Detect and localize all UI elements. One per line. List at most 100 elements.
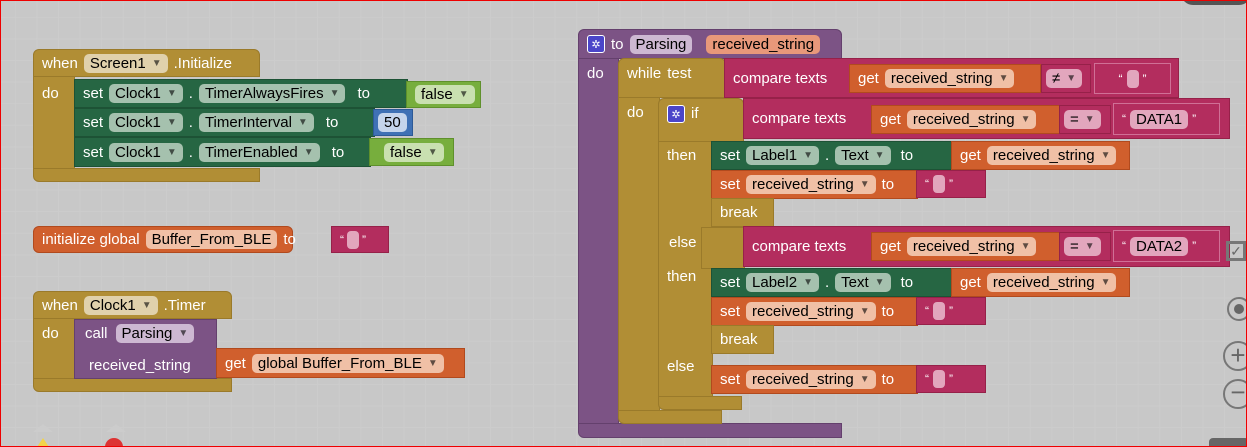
- operator-slot: = ▼: [1059, 105, 1111, 134]
- chevron-down-icon: ▼: [1084, 241, 1095, 252]
- component-dropdown[interactable]: Label2 ▼: [746, 273, 819, 292]
- chevron-down-icon: ▼: [329, 88, 340, 99]
- if-block[interactable]: ✲ if: [658, 98, 744, 142]
- component-dropdown[interactable]: Clock1 ▼: [109, 113, 183, 132]
- error-toggle-icon[interactable]: [106, 424, 126, 432]
- property-dropdown[interactable]: Text ▼: [835, 146, 891, 165]
- component-dropdown[interactable]: Clock1 ▼: [109, 142, 183, 162]
- set-received-string-block[interactable]: set received_string ▼ to: [711, 170, 918, 199]
- backpack-icon[interactable]: [1181, 1, 1246, 5]
- set-clock-timeralwaysfires-block[interactable]: set Clock1 ▼ . TimerAlwaysFires ▼ to: [74, 79, 408, 108]
- zoom-out-icon[interactable]: −: [1223, 379, 1246, 409]
- property-dropdown[interactable]: TimerInterval ▼: [198, 113, 314, 132]
- operator-dropdown[interactable]: ≠ ▼: [1046, 69, 1083, 88]
- empty-text-block[interactable]: “”: [916, 365, 986, 393]
- set-label1-text-block[interactable]: set Label1 ▼ . Text ▼ to: [711, 141, 952, 170]
- property-dropdown[interactable]: TimerEnabled ▼: [198, 142, 320, 162]
- text-field[interactable]: [933, 370, 945, 388]
- trash-icon[interactable]: [1209, 438, 1246, 446]
- operator-dropdown[interactable]: = ▼: [1064, 237, 1101, 256]
- close-quote: ”: [362, 232, 366, 247]
- get-received-string-block[interactable]: get received_string ▼: [871, 105, 1060, 134]
- parameter-field[interactable]: received_string: [706, 34, 821, 54]
- property-dropdown[interactable]: Text ▼: [835, 273, 891, 292]
- to-label: to: [331, 143, 345, 161]
- variable-dropdown[interactable]: received_string ▼: [746, 302, 876, 321]
- call-parsing-block[interactable]: call Parsing ▼ received_string: [74, 319, 217, 379]
- break-block[interactable]: break: [711, 198, 774, 227]
- number-field[interactable]: 50: [378, 113, 407, 132]
- to-label: to: [611, 35, 624, 53]
- procedure-name-field[interactable]: Parsing: [629, 34, 693, 54]
- variable-dropdown[interactable]: received_string ▼: [906, 110, 1037, 129]
- component-dropdown[interactable]: Clock1 ▼: [83, 295, 158, 315]
- while-label: while: [627, 65, 662, 82]
- variable-name-field[interactable]: Buffer_From_BLE: [145, 230, 278, 249]
- checkbox-icon[interactable]: ✓: [1226, 241, 1246, 261]
- property-dropdown[interactable]: TimerAlwaysFires ▼: [198, 84, 346, 103]
- variable-dropdown[interactable]: received_string ▼: [986, 273, 1117, 292]
- while-block[interactable]: while test: [618, 58, 726, 98]
- set-received-string-block[interactable]: set received_string ▼ to: [711, 297, 918, 326]
- get-global-buffer-block[interactable]: get global Buffer_From_BLE ▼: [216, 348, 465, 378]
- boolean-dropdown[interactable]: false ▼: [384, 142, 444, 162]
- break-label: break: [720, 331, 758, 348]
- text-field[interactable]: [1126, 69, 1139, 88]
- variable-dropdown[interactable]: received_string ▼: [986, 146, 1117, 165]
- empty-text-block[interactable]: “”: [916, 297, 986, 325]
- false-block[interactable]: false ▼: [406, 81, 481, 108]
- empty-text-block[interactable]: “”: [1094, 63, 1171, 94]
- variable-dropdown[interactable]: global Buffer_From_BLE ▼: [251, 353, 444, 373]
- initialize-global-block[interactable]: initialize global Buffer_From_BLE to: [33, 226, 296, 253]
- variable-dropdown[interactable]: received_string ▼: [746, 370, 876, 389]
- text-field[interactable]: DATA2: [1130, 236, 1189, 256]
- false-block[interactable]: false ▼: [369, 138, 454, 166]
- empty-text-block[interactable]: “”: [916, 170, 986, 198]
- set-clock-timerenabled-block[interactable]: set Clock1 ▼ . TimerEnabled ▼ to: [74, 137, 371, 167]
- get-received-string-block[interactable]: get received_string ▼: [951, 268, 1130, 297]
- chevron-down-icon: ▼: [874, 277, 885, 288]
- set-label: set: [720, 371, 741, 388]
- error-icon: [105, 438, 123, 446]
- set-received-string-block[interactable]: set received_string ▼ to: [711, 365, 918, 394]
- set-label2-text-block[interactable]: set Label2 ▼ . Text ▼ to: [711, 268, 952, 297]
- screen1-initialize-event-block[interactable]: when Screen1 ▼ .Initialize: [33, 49, 260, 77]
- boolean-dropdown[interactable]: false ▼: [415, 85, 475, 104]
- else-label: else: [667, 358, 695, 375]
- to-label: to: [881, 176, 895, 193]
- component-dropdown[interactable]: Label1 ▼: [746, 146, 819, 165]
- get-received-string-block[interactable]: get received_string ▼: [871, 232, 1060, 261]
- component-dropdown[interactable]: Clock1 ▼: [109, 84, 183, 103]
- procedure-dropdown[interactable]: Parsing ▼: [115, 324, 195, 343]
- text-field[interactable]: [347, 230, 359, 249]
- gear-icon[interactable]: ✲: [667, 105, 685, 123]
- set-clock-timerinterval-block[interactable]: set Clock1 ▼ . TimerInterval ▼ to: [74, 108, 375, 137]
- get-received-string-block[interactable]: get received_string ▼: [951, 141, 1130, 170]
- zoom-in-icon[interactable]: +: [1223, 341, 1246, 371]
- warning-toggle-icon[interactable]: [33, 424, 53, 432]
- variable-dropdown[interactable]: received_string ▼: [884, 69, 1015, 88]
- close-quote: ”: [1192, 239, 1197, 253]
- event-do-column: do: [33, 318, 75, 380]
- recenter-icon[interactable]: [1227, 297, 1246, 321]
- break-block[interactable]: break: [711, 325, 774, 354]
- gear-icon[interactable]: ✲: [587, 35, 605, 53]
- number-block[interactable]: 50: [373, 109, 413, 136]
- open-quote: “: [1118, 71, 1123, 86]
- text-data2-block[interactable]: “ DATA2”: [1113, 230, 1220, 262]
- variable-dropdown[interactable]: received_string ▼: [906, 237, 1037, 256]
- do-label: do: [627, 104, 644, 121]
- argument-label: received_string: [89, 357, 191, 374]
- text-field[interactable]: DATA1: [1130, 109, 1189, 129]
- operator-dropdown[interactable]: = ▼: [1064, 110, 1101, 129]
- procedure-parsing-block[interactable]: ✲ to Parsing received_string: [578, 29, 842, 59]
- text-field[interactable]: [933, 175, 945, 193]
- clock1-timer-event-block[interactable]: when Clock1 ▼ .Timer: [33, 291, 232, 319]
- text-data1-block[interactable]: “ DATA1”: [1113, 103, 1220, 135]
- text-field[interactable]: [933, 302, 945, 320]
- component-dropdown[interactable]: Screen1 ▼: [83, 53, 168, 73]
- variable-dropdown[interactable]: received_string ▼: [746, 175, 876, 194]
- get-received-string-block[interactable]: get received_string ▼: [849, 64, 1041, 93]
- empty-text-block[interactable]: “”: [331, 226, 389, 253]
